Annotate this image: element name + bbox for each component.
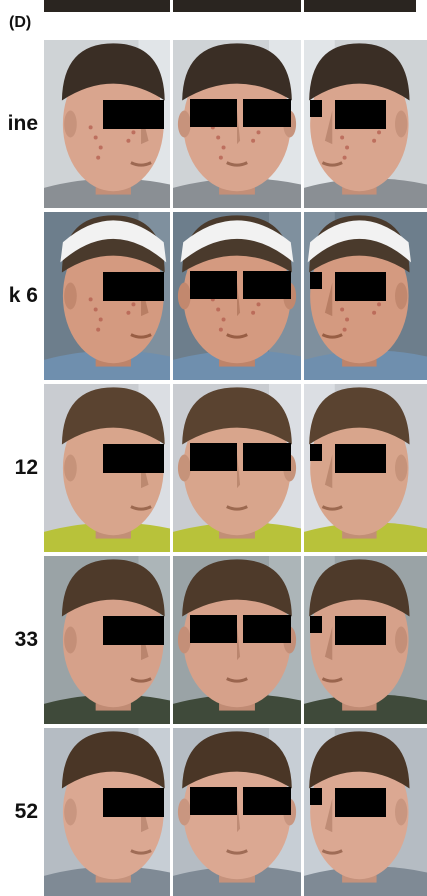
eye-censor-bar <box>334 616 387 646</box>
face-photo-left-profile <box>304 384 427 552</box>
eye-censor-bar <box>148 788 164 806</box>
eye-censor-bar <box>189 98 237 128</box>
face-photo-left-profile <box>304 212 427 380</box>
eye-censor-bar <box>334 100 387 130</box>
face-photo-left-profile <box>304 556 427 724</box>
eye-censor-bar <box>189 442 237 472</box>
eye-censor-bar <box>148 272 164 290</box>
face-photo-frontal <box>173 40 301 208</box>
eye-censor-bar <box>310 788 323 806</box>
panel-label: (D) <box>9 14 32 31</box>
eye-censor-bar <box>334 788 387 818</box>
eye-censor-bar <box>189 270 237 300</box>
previous-panel-photo-edge <box>173 0 301 12</box>
face-photo-right-profile <box>44 384 170 552</box>
face-photo-right-profile <box>44 556 170 724</box>
face-photo-left-profile <box>304 728 427 896</box>
row-label: ine <box>7 112 38 135</box>
previous-panel-strip <box>0 0 427 12</box>
eye-censor-bar <box>189 614 237 644</box>
face-photo-right-profile <box>44 728 170 896</box>
face-photo-frontal <box>173 212 301 380</box>
face-photo-frontal <box>173 384 301 552</box>
eye-censor-bar <box>310 616 323 634</box>
face-photo-right-profile <box>44 40 170 208</box>
row-label: 12 <box>14 456 38 479</box>
eye-censor-bar <box>334 272 387 302</box>
eye-censor-bar <box>310 100 323 118</box>
eye-censor-bar <box>243 786 291 816</box>
eye-censor-bar <box>189 786 237 816</box>
eye-censor-bar <box>243 98 291 128</box>
face-photo-right-profile <box>44 212 170 380</box>
eye-censor-bar <box>148 100 164 118</box>
eye-censor-bar <box>310 272 323 290</box>
face-photo-frontal <box>173 556 301 724</box>
row-label: k 6 <box>8 284 38 307</box>
eye-censor-bar <box>310 444 323 462</box>
face-photo-left-profile <box>304 40 427 208</box>
previous-panel-photo-edge <box>304 0 416 12</box>
eye-censor-bar <box>148 444 164 462</box>
eye-censor-bar <box>243 270 291 300</box>
eye-censor-bar <box>148 616 164 634</box>
face-photo-frontal <box>173 728 301 896</box>
row-label: 33 <box>14 628 38 651</box>
eye-censor-bar <box>334 444 387 474</box>
row-label: 52 <box>14 800 38 823</box>
eye-censor-bar <box>243 614 291 644</box>
eye-censor-bar <box>243 442 291 472</box>
previous-panel-photo-edge <box>44 0 170 12</box>
